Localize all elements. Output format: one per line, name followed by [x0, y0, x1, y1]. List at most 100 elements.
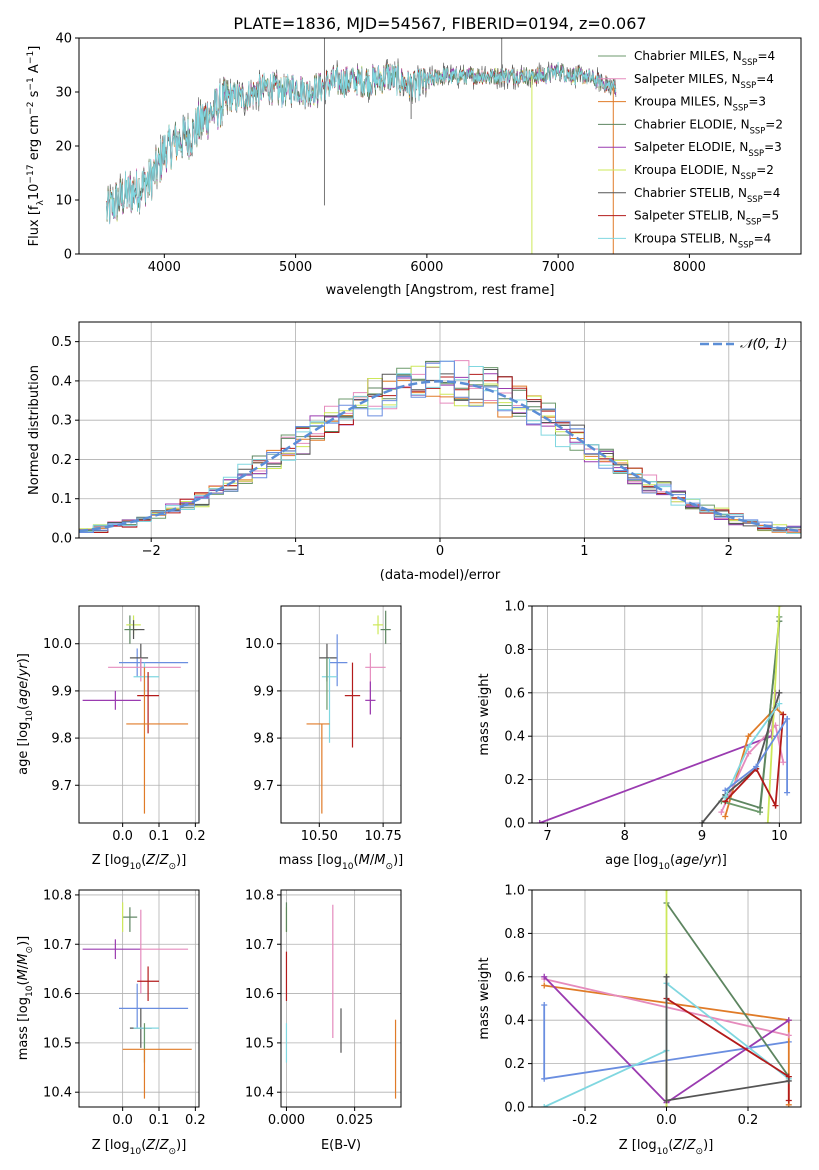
- y-tick-label: 0.0: [51, 532, 72, 547]
- weight-marker: [663, 890, 670, 893]
- y-tick-label: 0.2: [504, 1057, 525, 1072]
- x-tick-label: 0.000: [268, 1113, 305, 1128]
- y-axis-label: Flux [fλ10−17 erg cm−2 s−1 A−1]: [26, 46, 46, 247]
- label-part: SSP: [750, 125, 766, 135]
- x-tick-label: 0: [436, 544, 444, 559]
- legend-label: Kroupa ELODIE, NSSP=2: [634, 163, 774, 181]
- x-tick-label: 0.0: [112, 1113, 133, 1128]
- label-part: ]: [27, 46, 42, 51]
- y-tick-label: 0.0: [504, 817, 525, 832]
- weight-line: [665, 902, 790, 1078]
- axes-frame: [78, 321, 802, 539]
- x-tick-label: 7: [543, 829, 551, 844]
- y-tick-label: 0.4: [51, 374, 72, 389]
- label-part: −17: [26, 164, 36, 183]
- x-axis-label: mass [log10(M/M⊙)]: [279, 853, 403, 872]
- x-tick-label: 4000: [148, 260, 181, 275]
- x-tick-label: 5000: [279, 260, 312, 275]
- label-part: M: [374, 853, 385, 868]
- label-part: =4: [763, 186, 781, 200]
- axes-frame: [280, 889, 402, 1108]
- weight-marker: [785, 1097, 792, 1104]
- label-part: )]: [393, 853, 403, 868]
- y-tick-label: 10.0: [43, 637, 72, 652]
- label-part: =4: [756, 72, 774, 86]
- axes-frame: [531, 889, 802, 1108]
- label-part: /: [16, 964, 31, 969]
- label-part: =4: [754, 231, 772, 245]
- x-tick-label: −2: [142, 544, 161, 559]
- x-tick-label: 1: [580, 544, 588, 559]
- weight-marker: [785, 1032, 792, 1039]
- y-axis-label: age [log10(age/yr)]: [16, 653, 35, 775]
- y-tick-label: 0.8: [504, 643, 525, 658]
- legend-label: Chabrier MILES, NSSP=4: [634, 49, 775, 67]
- legend-label: Kroupa STELIB, NSSP=4: [634, 231, 771, 249]
- label-part: 10: [130, 862, 142, 872]
- y-tick-label: 10.5: [43, 1036, 72, 1051]
- label-part: Salpeter STELIB, N: [634, 209, 746, 223]
- legend-label: Salpeter STELIB, NSSP=5: [634, 209, 779, 227]
- weight-marker: [776, 700, 783, 707]
- x-tick-label: 2: [725, 544, 733, 559]
- label-part: Kroupa MILES, N: [634, 95, 733, 109]
- x-tick-label: 0.1: [149, 829, 170, 844]
- y-tick-label: 9.7: [253, 779, 274, 794]
- weight-vs-metallicity-panel: -0.2 0.0 0.2 0.0 0.2 0.4 0.6 0.8 1.0 mass weight Z…: [477, 884, 802, 1157]
- weight-marker: [745, 733, 752, 740]
- weight-marker: [663, 1104, 670, 1107]
- plot-area: [532, 606, 801, 823]
- weight-marker: [541, 1104, 548, 1107]
- y-tick-label: 0.1: [51, 492, 72, 507]
- y-tick-label: 0.8: [504, 927, 525, 942]
- label-part: M: [16, 954, 31, 965]
- label-part: Z [log: [619, 1138, 657, 1153]
- weight-marker: [541, 973, 548, 980]
- label-part: Chabrier ELODIE, N: [634, 117, 750, 131]
- legend-label: Kroupa MILES, NSSP=3: [634, 95, 766, 113]
- label-part: 10: [25, 710, 35, 722]
- y-tick-label: 20: [55, 140, 72, 155]
- label-part: SSP: [742, 57, 758, 67]
- label-part: =2: [756, 163, 774, 177]
- x-tick-label: 0.0: [112, 829, 133, 844]
- label-part: erg cm: [27, 115, 42, 164]
- label-part: )]: [16, 936, 31, 946]
- weight-marker: [772, 802, 779, 809]
- x-axis-label: E(B-V): [321, 1138, 361, 1153]
- y-tick-label: 0.6: [504, 970, 525, 985]
- label-part: =2: [765, 117, 783, 131]
- plot-marks: [79, 360, 801, 538]
- label-part: SSP: [741, 80, 757, 90]
- label-part: SSP: [738, 239, 754, 249]
- label-part: Z: [686, 1138, 697, 1153]
- x-tick-label: 10: [771, 829, 788, 844]
- y-tick-label: 10.4: [43, 1086, 72, 1101]
- x-tick-label: 0.2: [185, 1113, 206, 1128]
- weight-marker: [722, 813, 729, 820]
- label-part: Z [log: [92, 1138, 130, 1153]
- figure-title: PLATE=1836, MJD=54567, FIBERID=0194, z=0…: [233, 14, 646, 33]
- y-tick-label: 0.2: [504, 773, 525, 788]
- x-tick-label: −1: [286, 544, 305, 559]
- y-tick-label: 10.0: [245, 637, 274, 652]
- label-part: 10: [342, 862, 354, 872]
- label-part: 10: [130, 1147, 142, 1157]
- label-part: SSP: [741, 171, 757, 181]
- label-part: (: [668, 1138, 673, 1153]
- label-part: 10: [27, 184, 42, 201]
- label-part: Kroupa ELODIE, N: [634, 163, 741, 177]
- label-part: )]: [176, 1138, 186, 1153]
- label-part: ⊙: [169, 1147, 177, 1157]
- label-part: =4: [757, 49, 775, 63]
- label-part: (: [670, 853, 675, 868]
- weight-marker: [784, 789, 791, 796]
- label-part: SSP: [747, 194, 763, 204]
- label-part: (: [16, 980, 31, 985]
- y-tick-label: 0: [64, 248, 72, 263]
- y-tick-label: 10: [55, 194, 72, 209]
- y-tick-label: 9.9: [253, 684, 274, 699]
- x-tick-label: 10.75: [365, 829, 402, 844]
- x-tick-label: 0.2: [738, 1113, 759, 1128]
- x-tick-label: -0.2: [572, 1113, 597, 1128]
